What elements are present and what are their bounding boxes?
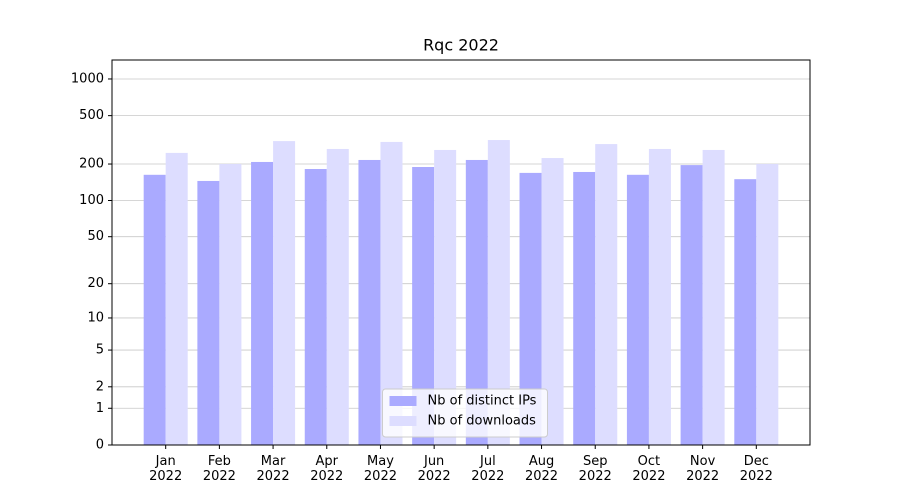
bar xyxy=(541,158,564,445)
bar xyxy=(487,140,510,445)
bar xyxy=(165,152,188,445)
bar xyxy=(648,148,671,446)
bar xyxy=(304,168,327,446)
bar xyxy=(380,141,403,446)
bar xyxy=(756,164,779,445)
legend-swatch xyxy=(389,416,417,426)
y-tick-label: 200 xyxy=(79,157,104,172)
plot-frame xyxy=(111,59,811,446)
legend-swatch xyxy=(389,396,417,406)
y-tick-label: 5 xyxy=(96,343,104,358)
bar xyxy=(626,174,649,445)
bar xyxy=(434,149,457,445)
x-tick-label: Feb 2022 xyxy=(203,454,236,484)
bar xyxy=(412,167,435,446)
bar xyxy=(595,144,618,446)
x-tick-label: Sep 2022 xyxy=(579,454,612,484)
bar xyxy=(573,171,596,445)
y-tick-label: 0 xyxy=(96,438,104,453)
bar xyxy=(273,141,296,445)
bar xyxy=(143,174,166,445)
bar xyxy=(734,179,757,445)
legend-label: Nb of downloads xyxy=(428,414,537,429)
y-tick-label: 1 xyxy=(96,401,104,416)
bar xyxy=(465,159,488,445)
bar xyxy=(702,149,725,445)
chart-title: Rqc 2022 xyxy=(423,36,499,55)
bar xyxy=(326,148,349,446)
y-tick-label: 50 xyxy=(87,229,104,244)
x-tick-label: May 2022 xyxy=(364,454,397,484)
x-tick-label: Apr 2022 xyxy=(310,454,343,484)
y-tick-label: 20 xyxy=(87,276,104,291)
x-tick-label: Nov 2022 xyxy=(686,454,719,484)
bar xyxy=(358,159,381,445)
bar xyxy=(680,165,703,446)
bar xyxy=(219,164,242,445)
legend-frame xyxy=(382,388,548,438)
x-tick-label: Aug 2022 xyxy=(525,454,558,484)
bar xyxy=(197,180,220,445)
bar xyxy=(519,172,542,445)
x-tick-label: Jun 2022 xyxy=(418,454,451,484)
x-tick-label: Jul 2022 xyxy=(471,454,504,484)
x-tick-label: Dec 2022 xyxy=(740,454,773,484)
bar xyxy=(251,161,274,445)
x-tick-label: Oct 2022 xyxy=(632,454,665,484)
legend-label: Nb of distinct IPs xyxy=(428,394,537,409)
x-tick-label: Jan 2022 xyxy=(149,454,182,484)
y-tick-label: 1000 xyxy=(71,71,104,86)
y-tick-label: 100 xyxy=(79,193,104,208)
x-tick-label: Mar 2022 xyxy=(257,454,290,484)
y-tick-label: 500 xyxy=(79,108,104,123)
y-tick-label: 10 xyxy=(87,310,104,325)
y-tick-label: 2 xyxy=(96,379,104,394)
